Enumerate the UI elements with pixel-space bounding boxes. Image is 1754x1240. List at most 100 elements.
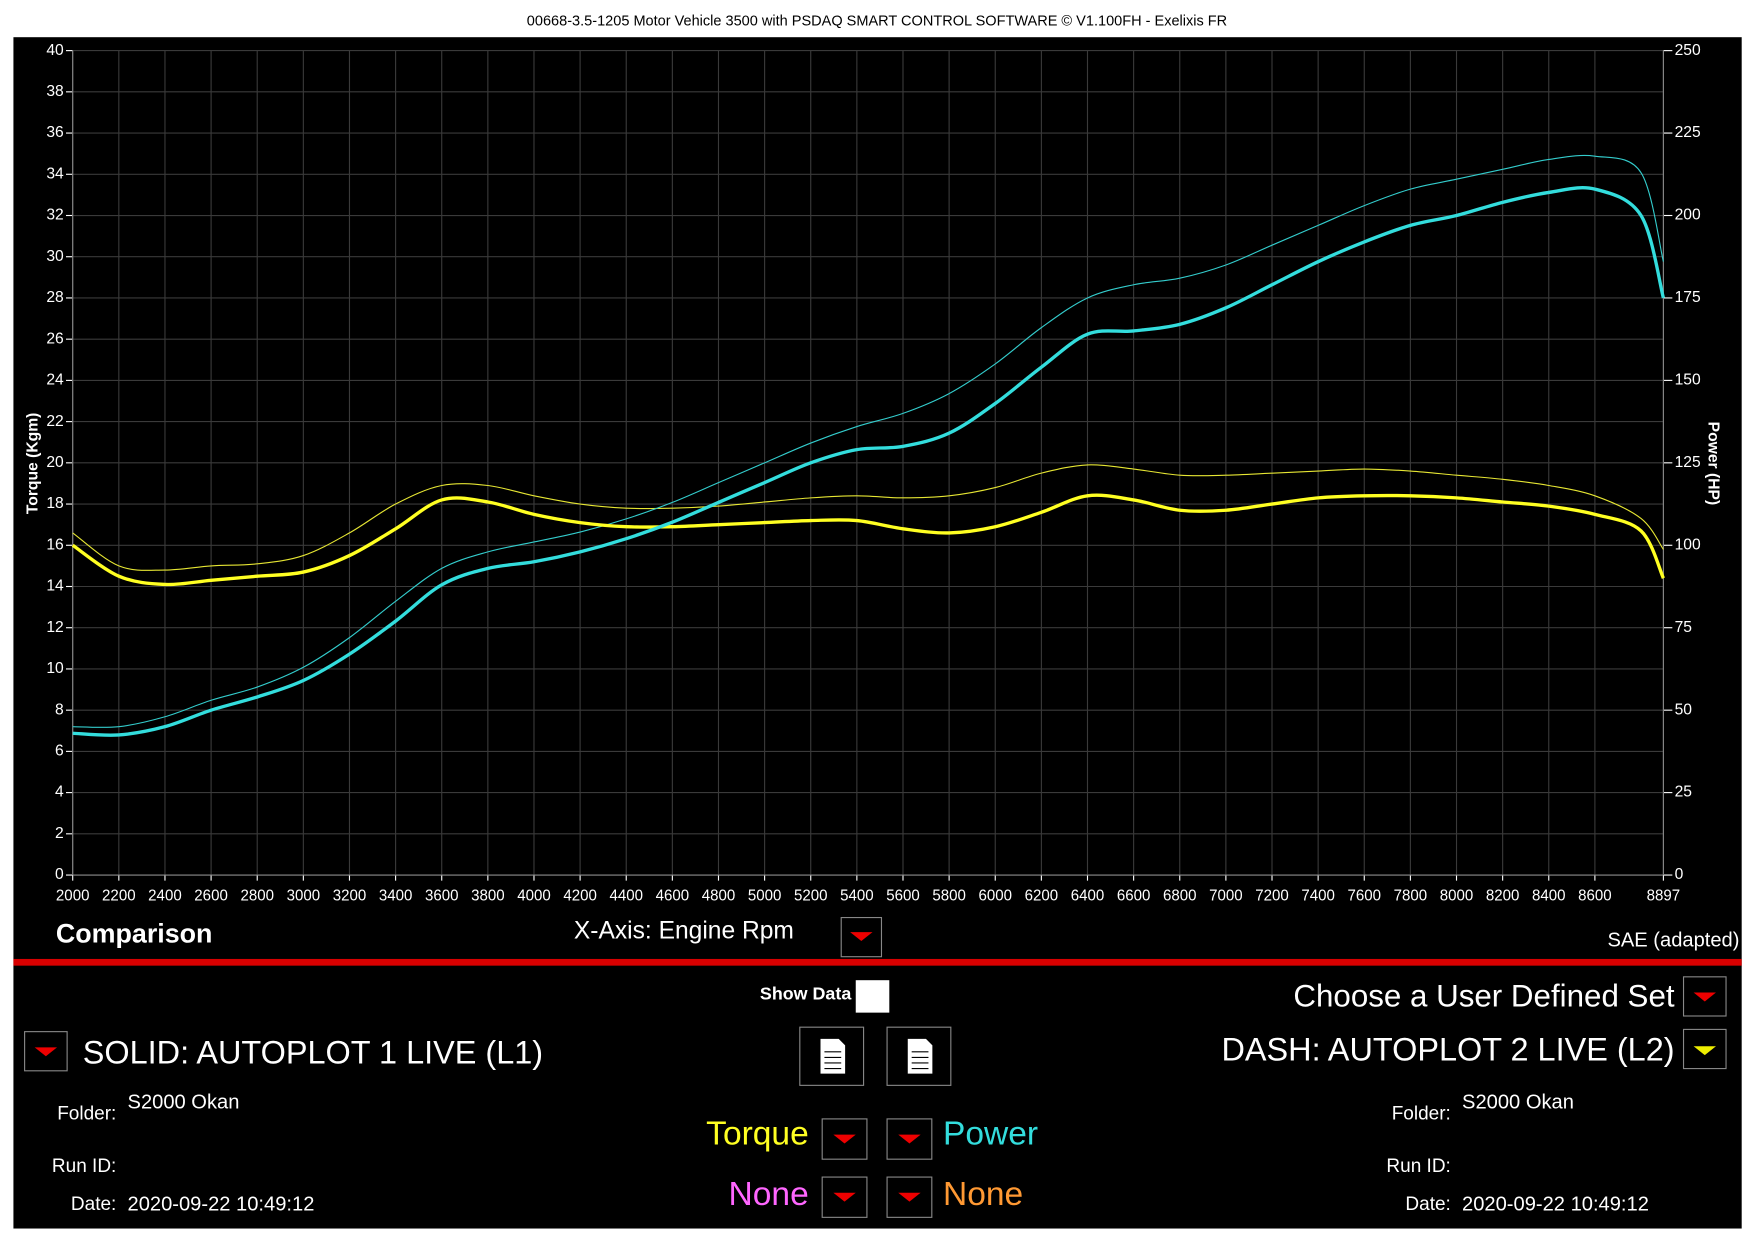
y-tick-label: 28 [46, 289, 64, 306]
channel-none: None [729, 1176, 809, 1213]
y2-axis-label: Power (HP) [1704, 422, 1721, 506]
show-data-checkbox[interactable] [855, 980, 890, 1013]
y2-tick-label: 25 [1675, 784, 1693, 801]
folder-label: Folder: [57, 1103, 116, 1124]
y2-tick-label: 200 [1675, 207, 1701, 224]
date-value: 2020-09-22 10:49:12 [1462, 1193, 1649, 1215]
x-tick-label: 4200 [563, 887, 597, 904]
x-tick-label: 2400 [148, 887, 182, 904]
x-tick-label: 5600 [886, 887, 920, 904]
x-tick-label: 8897 [1647, 887, 1681, 904]
y2-tick-label: 0 [1675, 866, 1684, 883]
series-line [72, 186, 1666, 737]
channel-dropdown[interactable] [886, 1176, 933, 1218]
x-tick-label: 5000 [748, 887, 782, 904]
folder-value: S2000 Okan [128, 1092, 240, 1114]
x-tick-label: 2600 [194, 887, 228, 904]
x-tick-label: 3400 [379, 887, 413, 904]
y2-tick-label: 75 [1675, 619, 1693, 636]
power-dropdown[interactable] [886, 1118, 933, 1160]
x-tick-label: 5200 [794, 887, 828, 904]
x-tick-label: 3200 [333, 887, 367, 904]
y2-tick-label: 125 [1675, 454, 1701, 471]
y-tick-label: 22 [46, 413, 63, 430]
y-tick-label: 38 [46, 83, 64, 100]
y-tick-label: 0 [55, 866, 64, 883]
x-axis-dropdown[interactable] [840, 916, 883, 958]
y-tick-label: 16 [46, 536, 64, 553]
x-tick-label: 2200 [102, 887, 136, 904]
window-title: 00668-3.5-1205 Motor Vehicle 3500 with P… [527, 13, 1227, 29]
left-run-dropdown[interactable] [24, 1031, 68, 1072]
x-tick-label: 6200 [1025, 887, 1059, 904]
y2-tick-label: 100 [1675, 536, 1701, 553]
y2-tick-label: 50 [1675, 701, 1693, 718]
y-axis-label: Torque (Kgm) [25, 413, 42, 514]
right-run-dropdown[interactable] [1682, 1028, 1727, 1070]
x-tick-label: 3000 [287, 887, 321, 904]
series-line [72, 464, 1664, 571]
x-tick-label: 2800 [240, 887, 274, 904]
show-data-label: Show Data [760, 983, 852, 1003]
y-tick-label: 2 [55, 825, 64, 842]
channel-none: None [943, 1176, 1023, 1213]
x-tick-label: 4000 [517, 887, 551, 904]
y-tick-label: 30 [46, 248, 64, 265]
panel [13, 37, 1742, 1229]
left-run-label: SOLID: AUTOPLOT 1 LIVE (L1) [83, 1035, 543, 1071]
y-tick-label: 40 [46, 42, 64, 59]
x-tick-label: 7000 [1209, 887, 1243, 904]
doc-button[interactable] [799, 1026, 865, 1086]
y-tick-label: 34 [46, 165, 64, 182]
x-tick-label: 7200 [1255, 887, 1289, 904]
right-run-label: DASH: AUTOPLOT 2 LIVE (L2) [1221, 1031, 1674, 1067]
date-value: 2020-09-22 10:49:12 [128, 1193, 315, 1215]
x-tick-label: 4600 [656, 887, 690, 904]
date-label: Date: [1405, 1194, 1450, 1215]
y-tick-label: 32 [46, 207, 63, 224]
run-id-label: Run ID: [52, 1156, 116, 1177]
y-tick-label: 12 [46, 619, 63, 636]
x-tick-label: 6000 [978, 887, 1012, 904]
y2-tick-label: 150 [1675, 372, 1701, 389]
y-tick-label: 36 [46, 124, 64, 141]
y2-tick-label: 175 [1675, 289, 1701, 306]
y2-tick-label: 250 [1675, 42, 1701, 59]
doc-button[interactable] [886, 1026, 952, 1086]
y-tick-label: 20 [46, 454, 64, 471]
separator [13, 958, 1742, 966]
channel-dropdown[interactable] [821, 1176, 868, 1218]
x-tick-label: 6600 [1117, 887, 1151, 904]
x-tick-label: 5400 [840, 887, 874, 904]
y-tick-label: 6 [55, 743, 64, 760]
x-tick-label: 4800 [702, 887, 736, 904]
user-set-label: Choose a User Defined Set [1293, 978, 1674, 1013]
legend-torque: Torque [706, 1116, 809, 1153]
mode-label: Comparison [56, 919, 213, 949]
x-tick-label: 6800 [1163, 887, 1197, 904]
y-tick-label: 26 [46, 330, 64, 347]
user-set-dropdown[interactable] [1682, 976, 1727, 1017]
x-tick-label: 7800 [1394, 887, 1428, 904]
date-label: Date: [71, 1194, 116, 1215]
y-tick-label: 4 [55, 784, 64, 801]
y-tick-label: 10 [46, 660, 64, 677]
x-tick-label: 5800 [932, 887, 966, 904]
x-tick-label: 8600 [1578, 887, 1612, 904]
x-tick-label: 3600 [425, 887, 459, 904]
y2-tick-label: 225 [1675, 124, 1701, 141]
torque-dropdown[interactable] [821, 1118, 868, 1160]
x-tick-label: 7400 [1301, 887, 1335, 904]
series-line [71, 493, 1665, 587]
y-tick-label: 18 [46, 495, 64, 512]
x-tick-label: 7600 [1347, 887, 1381, 904]
x-tick-label: 8000 [1440, 887, 1474, 904]
x-tick-label: 3800 [471, 887, 505, 904]
folder-label: Folder: [1392, 1103, 1451, 1124]
plot: 0246810121416182022242628303234363840025… [46, 42, 1701, 905]
standard-label: SAE (adapted) [1607, 929, 1739, 951]
folder-value: S2000 Okan [1462, 1092, 1574, 1114]
y-tick-label: 14 [46, 578, 64, 595]
y-tick-label: 24 [46, 372, 64, 389]
